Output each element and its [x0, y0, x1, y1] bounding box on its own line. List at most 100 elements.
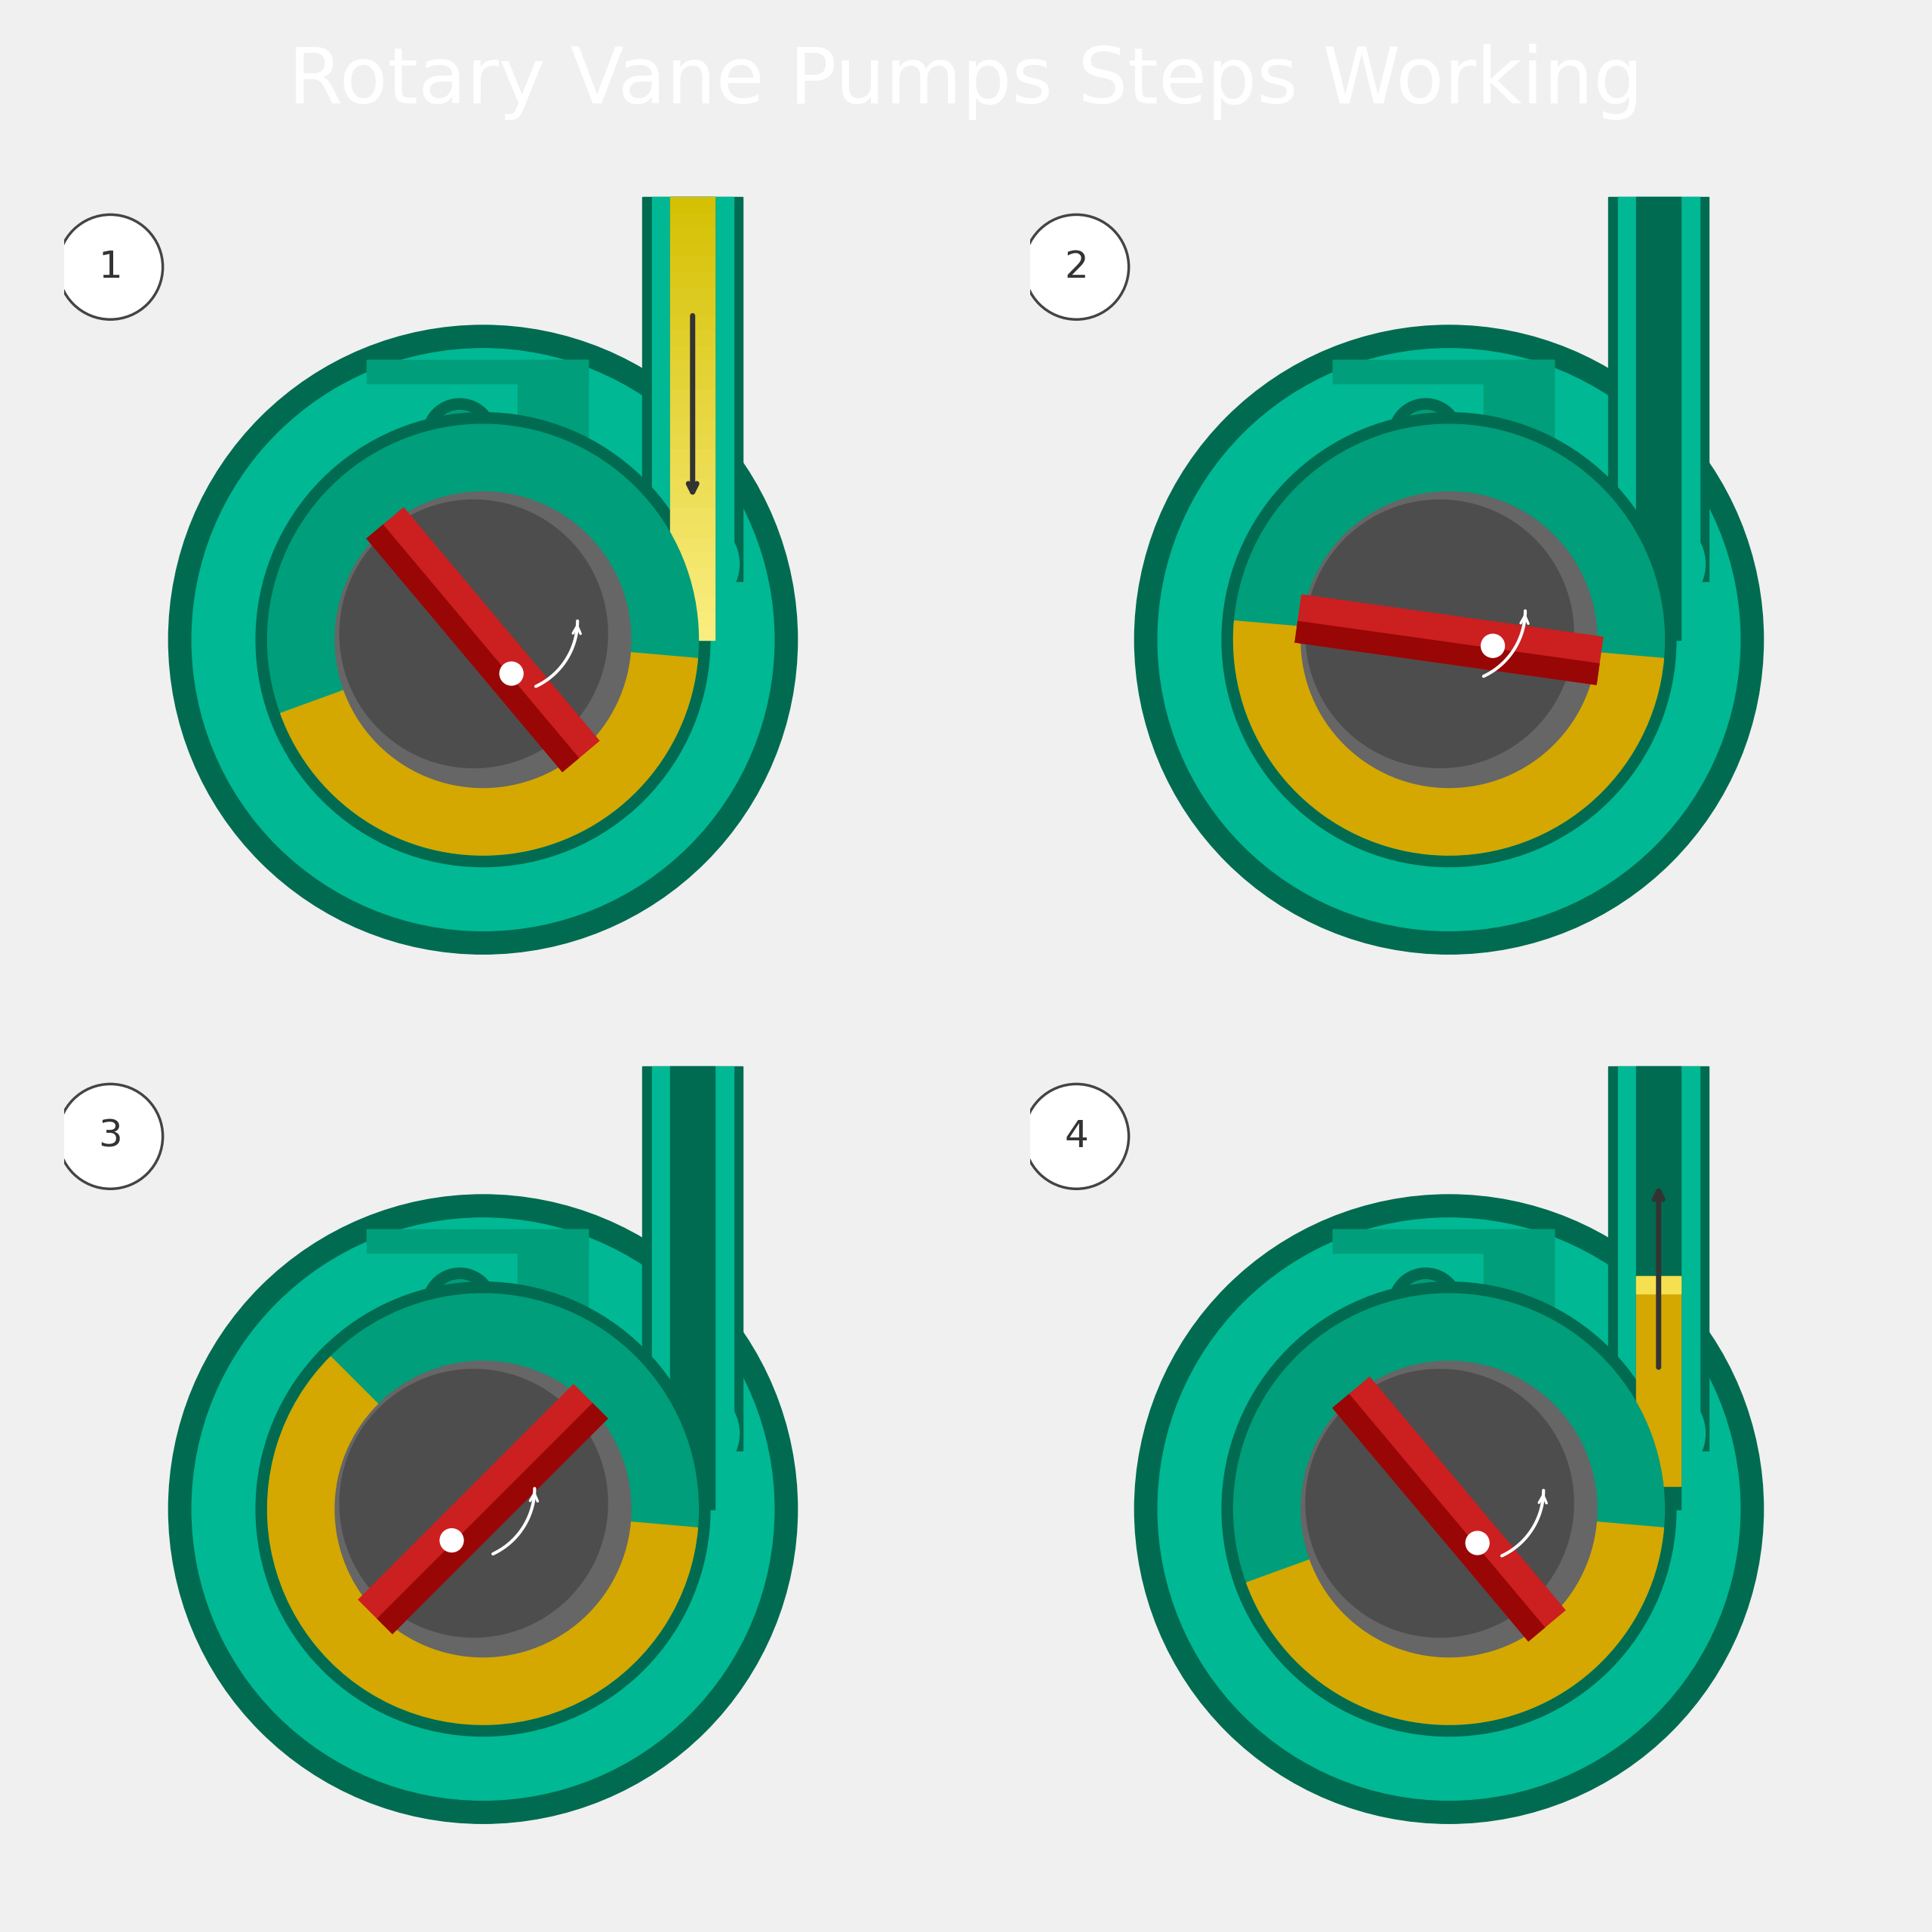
- Bar: [670, 611, 715, 624]
- Circle shape: [1306, 500, 1573, 767]
- Wedge shape: [1246, 1522, 1663, 1725]
- Bar: [670, 388, 715, 404]
- Bar: [670, 257, 715, 270]
- Polygon shape: [377, 1403, 609, 1634]
- Polygon shape: [1333, 1393, 1546, 1642]
- Bar: [670, 537, 715, 551]
- Bar: [670, 506, 715, 522]
- Bar: [1617, 197, 1700, 582]
- Bar: [1636, 1277, 1681, 1486]
- Circle shape: [1300, 493, 1598, 788]
- Circle shape: [1482, 634, 1505, 657]
- Polygon shape: [1333, 1229, 1553, 1405]
- Polygon shape: [367, 1229, 587, 1405]
- Circle shape: [423, 1267, 497, 1343]
- Polygon shape: [367, 359, 587, 535]
- Circle shape: [1611, 518, 1706, 611]
- Polygon shape: [1333, 359, 1553, 383]
- Circle shape: [1233, 425, 1665, 856]
- Bar: [1609, 1066, 1708, 1451]
- Bar: [670, 582, 715, 595]
- Circle shape: [168, 1194, 798, 1824]
- Polygon shape: [367, 359, 587, 383]
- Polygon shape: [518, 359, 587, 524]
- Bar: [1636, 1066, 1681, 1509]
- Circle shape: [435, 410, 485, 462]
- Bar: [670, 242, 715, 257]
- Polygon shape: [1333, 1229, 1553, 1252]
- Circle shape: [191, 1217, 775, 1801]
- Circle shape: [1401, 410, 1451, 462]
- Bar: [670, 522, 715, 537]
- Wedge shape: [267, 1356, 697, 1725]
- Bar: [670, 344, 715, 359]
- Circle shape: [1134, 1194, 1764, 1824]
- Bar: [670, 419, 715, 433]
- Circle shape: [1389, 1267, 1463, 1343]
- Text: 2: 2: [1065, 249, 1088, 286]
- Circle shape: [440, 1528, 464, 1551]
- Bar: [670, 433, 715, 448]
- Bar: [670, 551, 715, 566]
- Circle shape: [58, 214, 162, 319]
- Bar: [670, 286, 715, 299]
- Bar: [670, 299, 715, 315]
- Circle shape: [1233, 1294, 1665, 1725]
- Text: 1: 1: [99, 249, 122, 286]
- Bar: [670, 595, 715, 611]
- Wedge shape: [280, 653, 697, 856]
- Circle shape: [500, 663, 524, 686]
- Bar: [670, 375, 715, 388]
- Circle shape: [340, 500, 607, 767]
- Bar: [643, 197, 742, 582]
- Bar: [1609, 197, 1708, 582]
- Bar: [670, 315, 715, 330]
- Bar: [651, 1066, 734, 1451]
- Polygon shape: [367, 1229, 587, 1252]
- Bar: [670, 270, 715, 286]
- Bar: [670, 330, 715, 344]
- Circle shape: [1401, 1279, 1451, 1331]
- Circle shape: [267, 1294, 699, 1725]
- Bar: [670, 213, 715, 226]
- Circle shape: [645, 518, 740, 611]
- Circle shape: [1611, 1387, 1706, 1480]
- Circle shape: [1300, 1362, 1598, 1658]
- Bar: [651, 197, 734, 582]
- Circle shape: [191, 348, 775, 931]
- Circle shape: [340, 1370, 607, 1636]
- Circle shape: [1157, 1217, 1741, 1801]
- Circle shape: [1134, 325, 1764, 954]
- Bar: [670, 1066, 715, 1509]
- Circle shape: [1221, 1283, 1677, 1737]
- Circle shape: [255, 413, 711, 867]
- Circle shape: [267, 425, 699, 856]
- Circle shape: [255, 1283, 711, 1737]
- Bar: [670, 359, 715, 375]
- Polygon shape: [1484, 359, 1553, 524]
- Circle shape: [334, 1362, 632, 1658]
- Circle shape: [58, 1084, 162, 1188]
- Bar: [670, 197, 715, 639]
- Polygon shape: [1484, 1229, 1553, 1393]
- Circle shape: [334, 493, 632, 788]
- Polygon shape: [357, 1383, 609, 1634]
- Polygon shape: [1333, 359, 1553, 535]
- Bar: [643, 1066, 742, 1451]
- Polygon shape: [367, 506, 599, 773]
- Wedge shape: [1233, 620, 1663, 856]
- Polygon shape: [518, 1229, 587, 1393]
- Bar: [1636, 1277, 1681, 1294]
- Bar: [670, 226, 715, 242]
- Polygon shape: [1333, 1376, 1565, 1642]
- Bar: [670, 493, 715, 506]
- Circle shape: [168, 325, 798, 954]
- Bar: [670, 462, 715, 477]
- Circle shape: [1466, 1532, 1490, 1555]
- Polygon shape: [1294, 595, 1604, 686]
- Circle shape: [1389, 398, 1463, 473]
- Text: 4: 4: [1065, 1119, 1088, 1155]
- Bar: [1617, 1066, 1700, 1451]
- Circle shape: [1024, 1084, 1128, 1188]
- Circle shape: [423, 398, 497, 473]
